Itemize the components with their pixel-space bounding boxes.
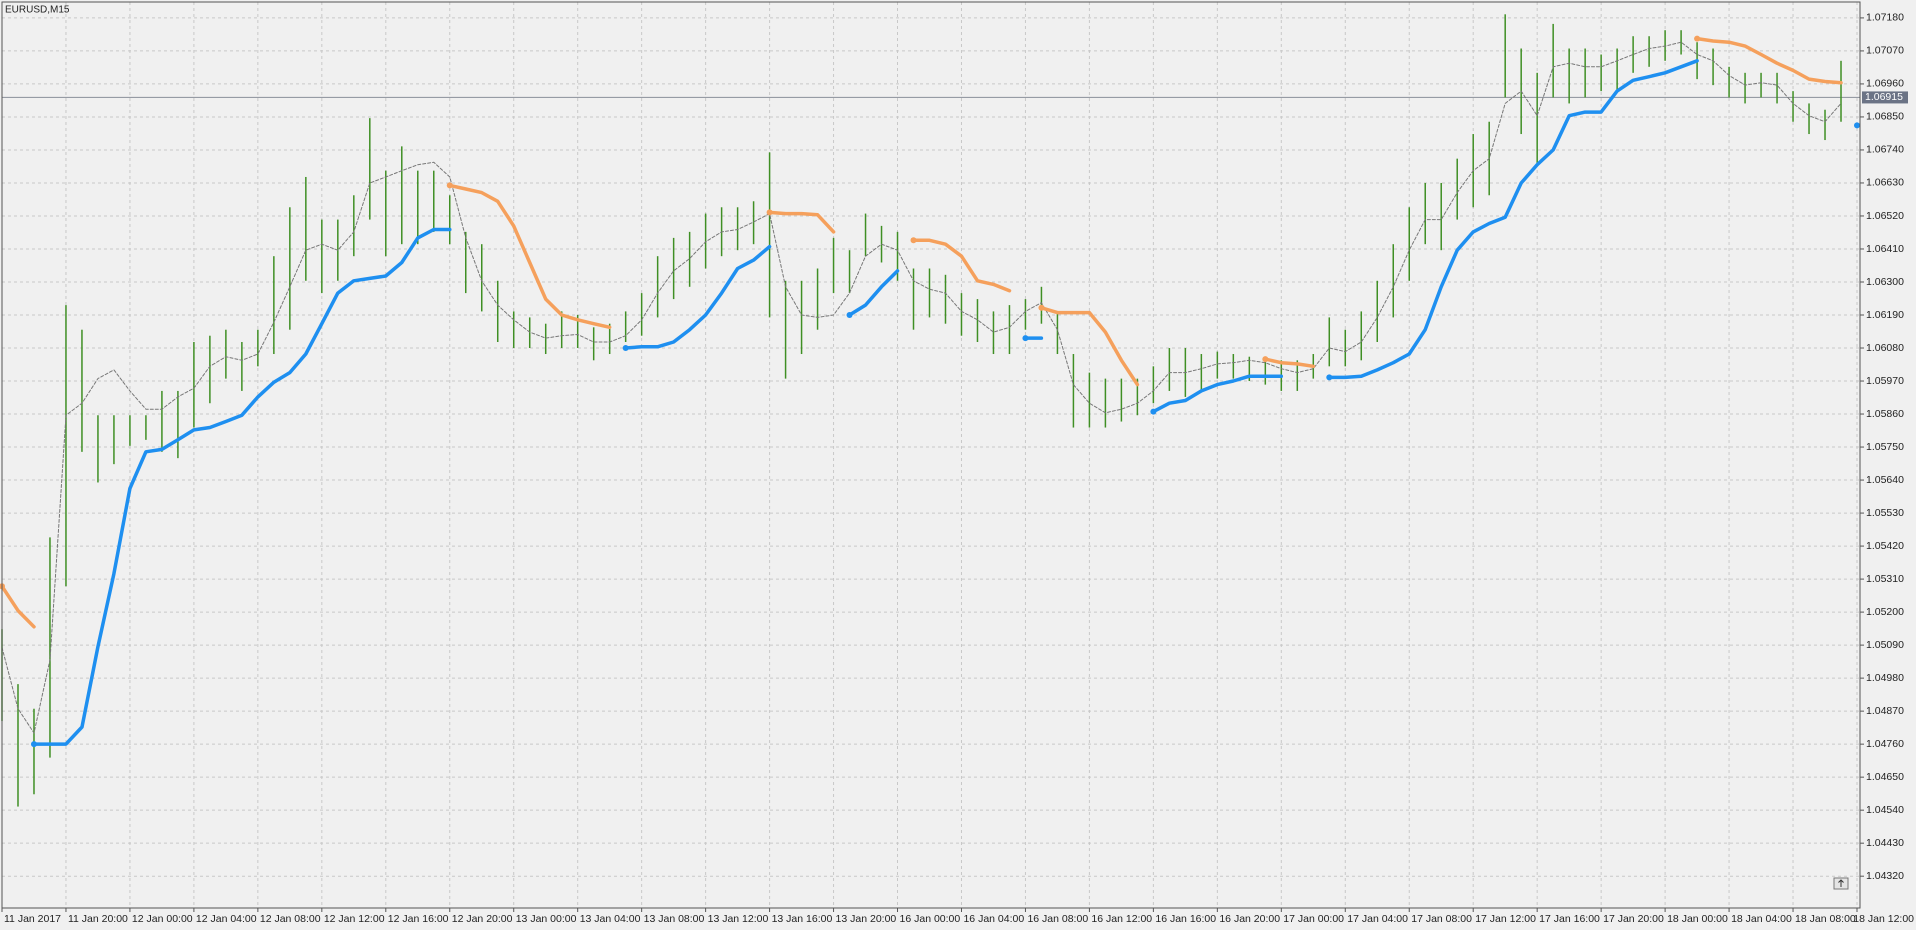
plot-border — [1, 1, 1861, 909]
y-tick-label: 1.06300 — [1866, 276, 1904, 288]
y-tick-label: 1.06740 — [1866, 144, 1904, 156]
x-tick-label: 13 Jan 08:00 — [644, 913, 705, 925]
x-tick-label: 16 Jan 12:00 — [1091, 913, 1152, 925]
x-tick-label: 11 Jan 2017 — [4, 913, 61, 925]
x-tick-label: 12 Jan 08:00 — [260, 913, 321, 925]
y-tick-label: 1.05200 — [1866, 606, 1904, 618]
y-tick-label: 1.04870 — [1866, 705, 1904, 717]
x-tick-label: 12 Jan 16:00 — [388, 913, 449, 925]
x-tick-label: 12 Jan 12:00 — [324, 913, 385, 925]
current-price-label: 1.06915 — [1865, 91, 1903, 103]
x-tick-label: 16 Jan 00:00 — [900, 913, 961, 925]
y-tick-label: 1.06630 — [1866, 177, 1904, 189]
x-tick-label: 12 Jan 20:00 — [452, 913, 513, 925]
x-tick-label: 18 Jan 08:00 — [1795, 913, 1856, 925]
x-tick-label: 18 Jan 04:00 — [1731, 913, 1792, 925]
y-tick-label: 1.06080 — [1866, 342, 1904, 354]
x-tick-label: 13 Jan 00:00 — [516, 913, 577, 925]
x-tick-label: 17 Jan 00:00 — [1283, 913, 1344, 925]
trail-start-dot — [1326, 374, 1333, 381]
x-tick-label: 17 Jan 12:00 — [1475, 913, 1536, 925]
y-tick-label: 1.04760 — [1866, 738, 1904, 750]
trail-start-dot — [1038, 304, 1045, 311]
x-tick-label: 16 Jan 04:00 — [963, 913, 1024, 925]
trail-start-dot — [766, 209, 773, 216]
y-tick-label: 1.07180 — [1866, 12, 1904, 24]
current-price-box — [1862, 91, 1908, 104]
y-tick-label: 1.05530 — [1866, 507, 1904, 519]
x-tick-label: 18 Jan 12:00 — [1853, 913, 1914, 925]
moving-average-line — [1, 41, 1842, 734]
y-tick-label: 1.06190 — [1866, 309, 1904, 321]
button-icon — [1838, 879, 1844, 887]
x-tick-label: 13 Jan 20:00 — [836, 913, 897, 925]
y-tick-label: 1.04980 — [1866, 672, 1904, 684]
trail-start-dot — [622, 345, 629, 352]
trail-start-dot — [30, 741, 37, 748]
trail-start-dot — [1262, 356, 1269, 363]
trail-start-dot — [1694, 35, 1701, 42]
trail-start-dot — [1854, 122, 1860, 129]
y-tick-label: 1.04430 — [1866, 837, 1904, 849]
trail-start-dot — [1022, 335, 1029, 342]
y-tick-label: 1.06520 — [1866, 210, 1904, 222]
x-tick-label: 12 Jan 00:00 — [132, 913, 193, 925]
x-tick-label: 13 Jan 04:00 — [580, 913, 641, 925]
trail-line — [0, 36, 1843, 629]
axes: 1.07180 1.07070 1.06960 1.06850 1.06740 1.066… — [1, 12, 1914, 925]
y-tick-label: 1.05750 — [1866, 441, 1904, 453]
x-tick-label: 16 Jan 20:00 — [1219, 913, 1280, 925]
x-tick-label: 17 Jan 04:00 — [1347, 913, 1408, 925]
scroll-button[interactable] — [1833, 877, 1849, 890]
marks — [0, 14, 1860, 807]
trail-start-dot — [1150, 408, 1157, 415]
y-tick-label: 1.04320 — [1866, 870, 1904, 882]
x-tick-label: 17 Jan 16:00 — [1539, 913, 1600, 925]
x-tick-label: 16 Jan 08:00 — [1027, 913, 1088, 925]
x-tick-label: 16 Jan 16:00 — [1155, 913, 1216, 925]
y-tick-label: 1.06960 — [1866, 78, 1904, 90]
trail-start-dot — [446, 182, 453, 189]
y-tick-label: 1.04650 — [1866, 771, 1904, 783]
trail-start-dot — [910, 237, 917, 244]
y-tick-label: 1.05420 — [1866, 540, 1904, 552]
x-tick-label: 18 Jan 00:00 — [1667, 913, 1728, 925]
x-tick-label: 12 Jan 04:00 — [196, 913, 257, 925]
trail-start-dot — [846, 312, 853, 319]
y-tick-label: 1.06410 — [1866, 243, 1904, 255]
x-tick-label: 13 Jan 12:00 — [708, 913, 769, 925]
x-tick-label: 11 Jan 20:00 — [68, 913, 128, 925]
y-tick-label: 1.05310 — [1866, 573, 1904, 585]
y-tick-label: 1.04540 — [1866, 804, 1904, 816]
y-tick-label: 1.05640 — [1866, 474, 1904, 486]
chart-title: EURUSD,M15 — [5, 5, 70, 16]
x-tick-label: 17 Jan 20:00 — [1603, 913, 1664, 925]
x-tick-label: 17 Jan 08:00 — [1411, 913, 1472, 925]
y-tick-label: 1.07070 — [1866, 45, 1904, 57]
x-tick-label: 13 Jan 16:00 — [772, 913, 833, 925]
y-tick-label: 1.05970 — [1866, 375, 1904, 387]
y-tick-label: 1.05090 — [1866, 639, 1904, 651]
y-tick-label: 1.05860 — [1866, 408, 1904, 420]
y-tick-label: 1.06850 — [1866, 111, 1904, 123]
